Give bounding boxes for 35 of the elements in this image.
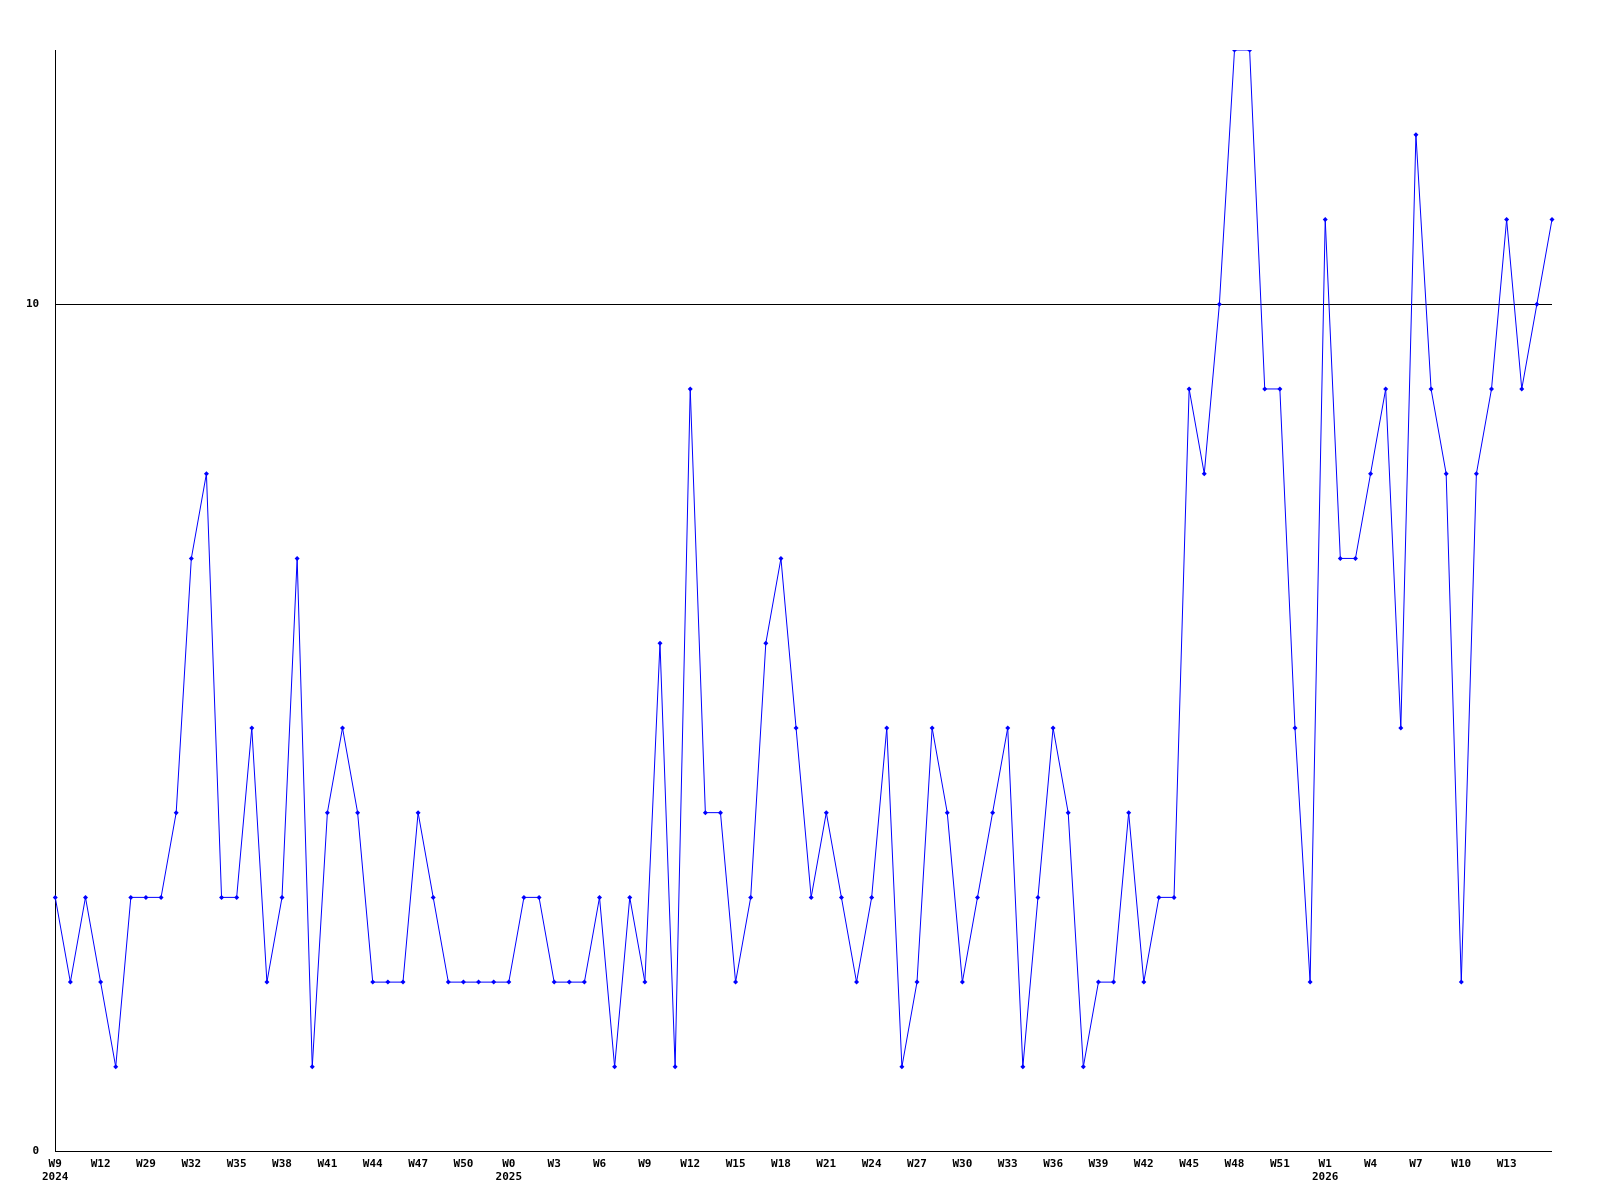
x-tick-label: W47 bbox=[408, 1157, 429, 1171]
x-tick-label: W10 bbox=[1451, 1157, 1472, 1171]
x-tick-label: W7 bbox=[1409, 1157, 1423, 1171]
x-tick-label: W45 bbox=[1179, 1157, 1200, 1171]
x-tick-label: W50 bbox=[453, 1157, 474, 1171]
y-tick-label: 10 bbox=[26, 297, 40, 311]
x-tick-label: W12 bbox=[90, 1157, 111, 1171]
x-tick-label: W36 bbox=[1043, 1157, 1064, 1171]
x-tick-label: W38 bbox=[272, 1157, 292, 1171]
x-tick-label: W42 bbox=[1133, 1157, 1154, 1171]
x-tick-label: W27 bbox=[907, 1157, 927, 1171]
x-tick-label: W15 bbox=[725, 1157, 746, 1171]
x-tick-label: W41 bbox=[317, 1157, 338, 1171]
x-tick-label: W0 2025 bbox=[495, 1157, 523, 1184]
x-tick-label: W13 bbox=[1496, 1157, 1517, 1171]
x-tick-label: W35 bbox=[226, 1157, 247, 1171]
x-tick-label: W29 bbox=[136, 1157, 156, 1171]
y-tick-label: 0 bbox=[32, 1144, 40, 1158]
x-tick-label: W1 2026 bbox=[1311, 1157, 1339, 1184]
x-tick-label: W24 bbox=[861, 1157, 882, 1171]
x-tick-label: W9 bbox=[638, 1157, 652, 1171]
x-tick-label: W6 bbox=[592, 1157, 607, 1171]
x-tick-label: W51 bbox=[1269, 1157, 1291, 1171]
x-tick-label: W30 bbox=[952, 1157, 973, 1171]
x-tick-label: W39 bbox=[1088, 1157, 1109, 1171]
x-tick-label: W9 2024 bbox=[42, 1157, 69, 1184]
x-tick-label: W44 bbox=[362, 1157, 384, 1171]
x-tick-label: W18 bbox=[771, 1157, 791, 1171]
x-tick-label: W32 bbox=[181, 1157, 202, 1171]
x-tick-label: W3 bbox=[547, 1157, 561, 1171]
x-tick-label: W12 bbox=[680, 1157, 701, 1171]
x-tick-label: W48 bbox=[1224, 1157, 1245, 1171]
x-tick-label: W4 bbox=[1363, 1157, 1378, 1171]
x-tick-label: W33 bbox=[997, 1157, 1018, 1171]
x-tick-label: W21 bbox=[816, 1157, 837, 1171]
